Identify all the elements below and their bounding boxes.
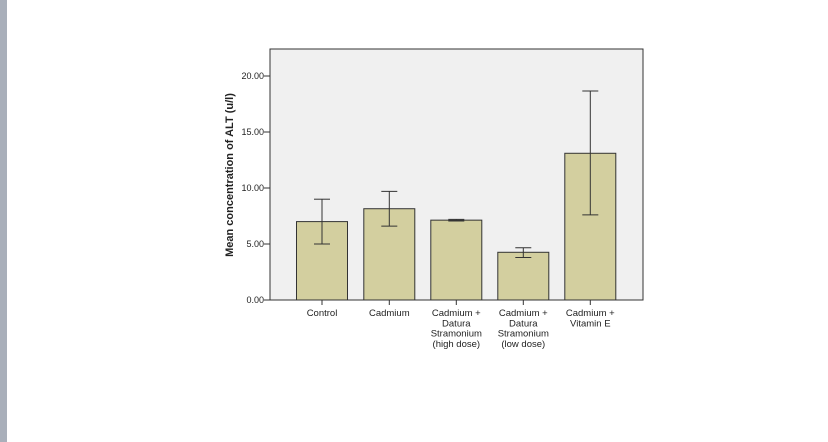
x-tick-label: Stramonium [431,329,482,340]
x-tick-label: Cadmium [369,308,410,319]
x-tick-label: (high dose) [433,339,481,350]
x-tick-label: Datura [509,318,538,329]
x-tick-label: Datura [442,318,471,329]
y-tick-label: 0.00 [246,295,264,305]
x-tick-label: (low dose) [501,339,545,350]
x-tick-label: Cadmium + [499,308,548,319]
x-tick-label: Stramonium [498,329,549,340]
x-tick-label: Cadmium + [566,308,615,319]
y-tick-label: 20.00 [241,71,264,81]
bar [430,219,483,301]
window-edge-strip [0,0,7,442]
x-tick-label: Vitamin E [570,318,610,329]
y-tick-label: 10.00 [241,183,264,193]
y-tick-label: 5.00 [246,239,264,249]
y-tick-label: 15.00 [241,127,264,137]
x-tick-label: Cadmium + [432,308,481,319]
x-tick-label: Control [307,308,338,319]
y-axis-label: Mean concentration of ALT (u/l) [224,93,236,257]
bar [497,251,550,301]
